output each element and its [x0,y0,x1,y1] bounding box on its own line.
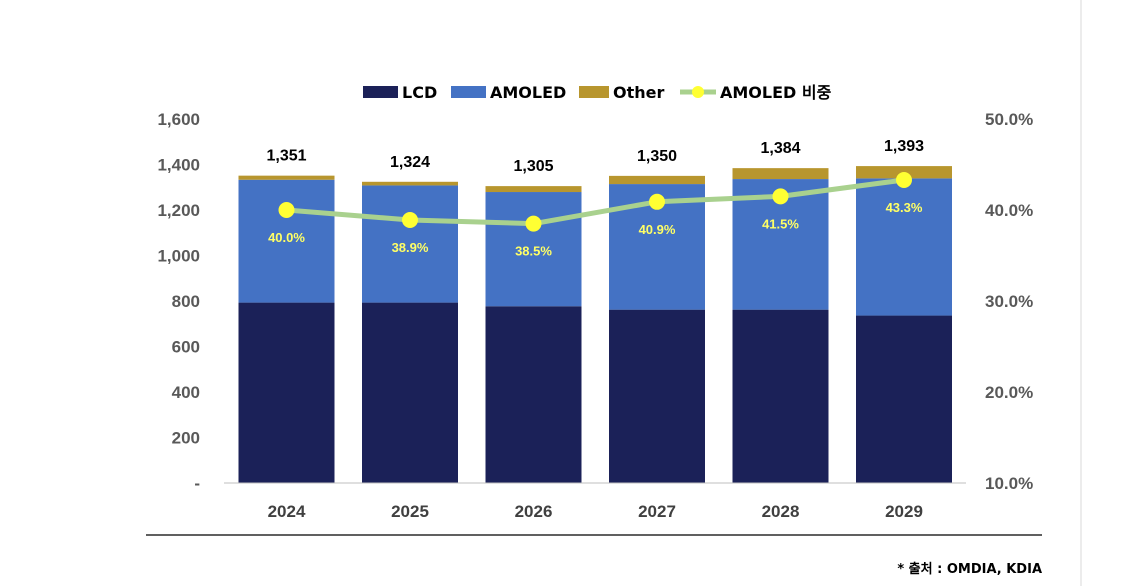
bar-lcd [238,302,335,483]
amoled-share-line-path [286,177,905,227]
amoled-share-marker [525,215,542,232]
x-axis-labels: 2024 2025 2026 2027 2028 2029 [268,502,923,521]
x-category-label: 2029 [885,502,923,521]
legend-label: LCD [402,83,437,102]
amoled-share-label: 38.5% [515,244,552,259]
bar-other [485,186,582,193]
bar-lcd [732,309,829,483]
y-left-tick-label: 1,600 [157,110,200,129]
total-label: 1,305 [513,158,553,175]
legend-swatch [363,86,398,98]
y-right-tick-label: 10.0% [985,474,1033,493]
y-left-tick-label: 1,200 [157,201,200,220]
amoled-share-label: 40.9% [639,222,676,237]
amoled-share-marker [402,212,418,229]
bar-lcd [609,309,705,483]
x-category-label: 2026 [515,502,553,521]
legend-label: AMOLED [490,83,566,102]
y-left-tick-label: - [194,474,200,493]
x-category-label: 2024 [268,502,306,521]
x-category-label: 2025 [391,502,429,521]
amoled-share-marker [649,193,665,210]
y-right-tick-label: 50.0% [985,110,1033,129]
bar-other [238,175,335,180]
total-label: 1,351 [266,148,306,165]
legend-swatch [579,86,609,98]
left-axis-ticks: - 200 400 600 800 1,000 1,200 1,400 1,600 [157,110,200,493]
x-category-label: 2028 [762,502,800,521]
amoled-share-label: 43.3% [886,200,923,215]
y-left-tick-label: 1,400 [157,156,200,175]
bar-amoled [856,178,952,316]
legend-swatch [451,86,486,98]
legend: LCD AMOLED Other AMOLED 비중 [363,83,832,102]
y-left-tick-label: 600 [172,338,200,357]
y-left-tick-label: 1,000 [157,247,200,266]
bar-other [732,168,829,180]
total-labels: 1,351 1,324 1,305 1,350 1,384 1,393 [266,138,924,175]
source-note: * 출처 : OMDIA, KDIA [897,562,1042,577]
amoled-share-marker [772,188,789,205]
bars [238,166,952,483]
amoled-share-line: 40.0% 38.9% 38.5% 40.9% 41.5% 43.3% [268,171,923,259]
bar-lcd [485,306,582,483]
y-right-tick-label: 20.0% [985,383,1033,402]
total-label: 1,384 [760,140,800,157]
y-right-tick-label: 40.0% [985,201,1033,220]
bar-other [362,181,458,186]
amoled-share-label: 40.0% [268,230,305,245]
legend-label: Other [613,83,664,102]
bar-amoled [362,185,458,303]
bar-amoled [238,179,335,303]
bar-lcd [362,302,458,483]
legend-marker [692,86,704,98]
total-label: 1,324 [390,154,430,171]
bar-amoled [485,192,582,307]
bar-other [609,175,705,185]
legend-label: AMOLED 비중 [720,83,832,102]
y-right-tick-label: 30.0% [985,292,1033,311]
y-left-tick-label: 800 [172,292,200,311]
amoled-share-label: 41.5% [762,216,799,231]
y-left-tick-label: 400 [172,383,200,402]
amoled-share-marker [278,202,295,218]
amoled-share-label: 38.9% [392,240,429,255]
amoled-share-marker [896,171,912,188]
total-label: 1,393 [884,138,924,155]
bar-lcd [856,315,952,483]
total-label: 1,350 [637,148,677,165]
x-category-label: 2027 [638,502,676,521]
y-left-tick-label: 200 [172,429,200,448]
right-axis-ticks: 10.0% 20.0% 30.0% 40.0% 50.0% [985,110,1033,493]
